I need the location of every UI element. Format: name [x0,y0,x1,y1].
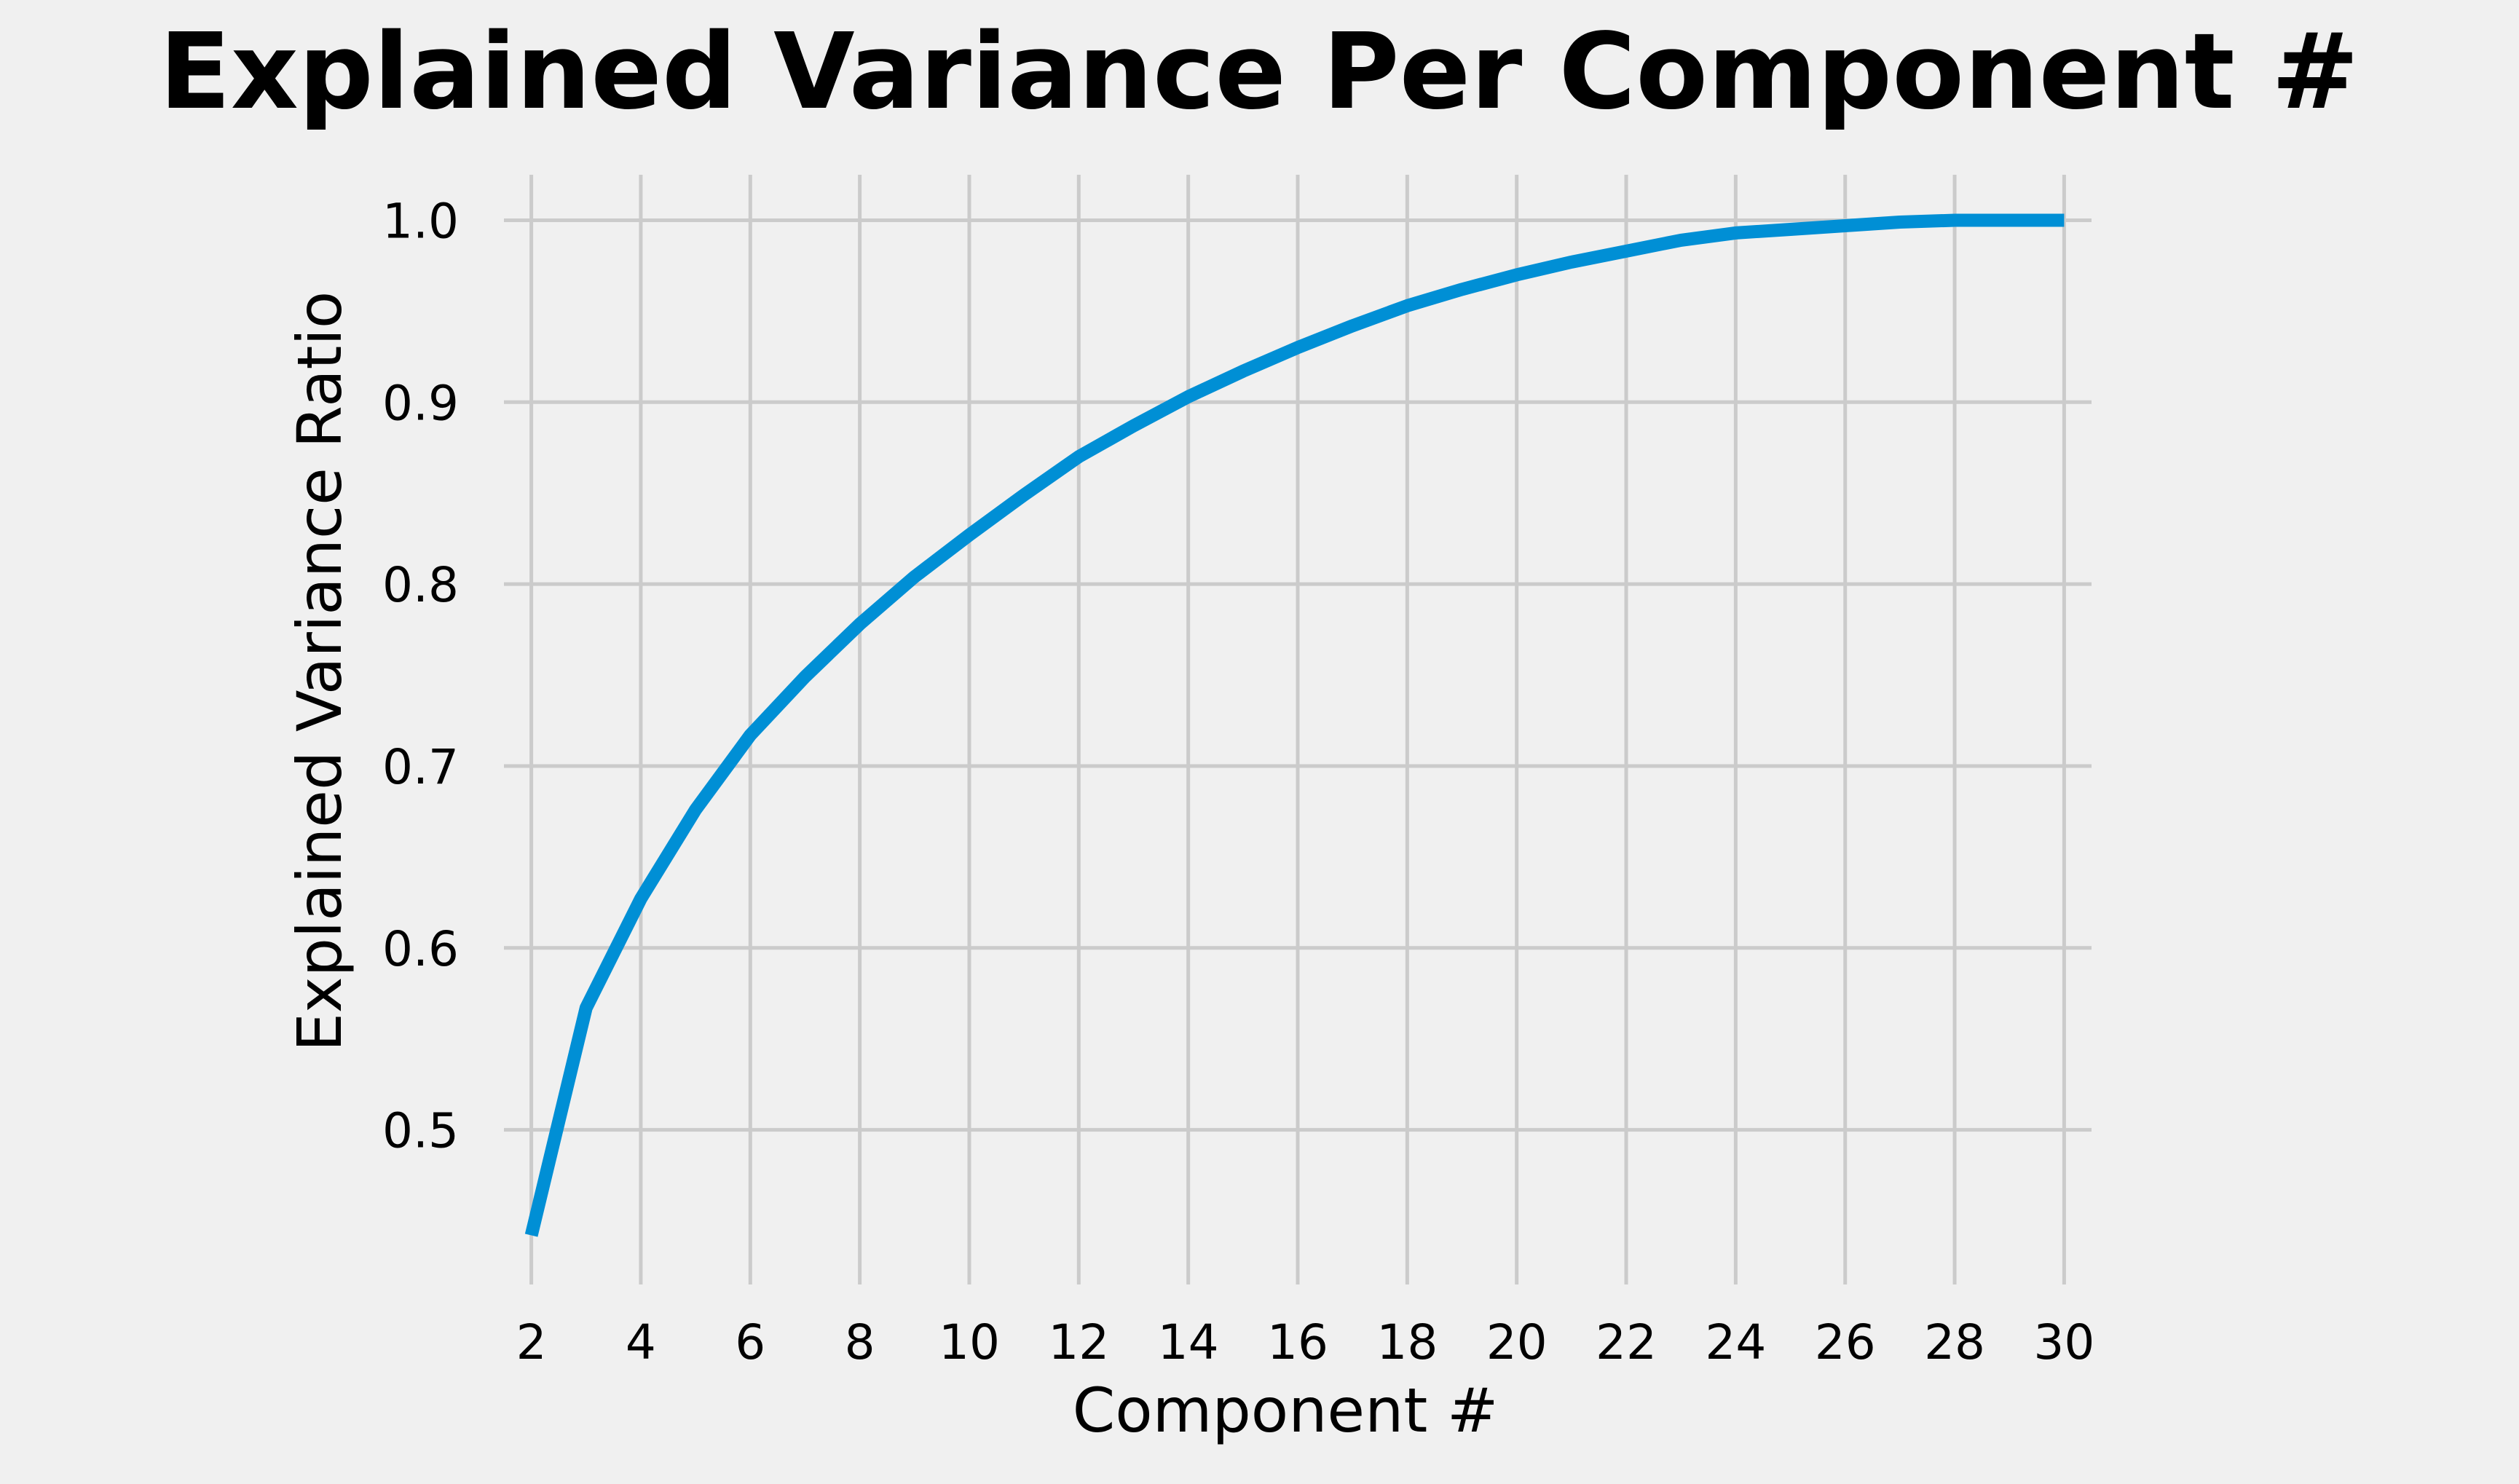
x-tick-label: 18 [1376,1314,1438,1370]
x-tick-label: 20 [1486,1314,1548,1370]
grid [504,175,2092,1284]
x-tick-label: 28 [1924,1314,1985,1370]
x-tick-label: 8 [845,1314,875,1370]
y-tick-label: 0.5 [382,1103,459,1159]
y-axis-label: Explained Variance Ratio [284,291,355,1051]
x-tick-label: 12 [1048,1314,1109,1370]
x-tick-label: 6 [735,1314,765,1370]
x-tick-label: 16 [1267,1314,1328,1370]
x-tick-label: 14 [1158,1314,1219,1370]
x-tick-label: 30 [2033,1314,2094,1370]
x-tick-label: 2 [516,1314,547,1370]
x-tick-label: 4 [626,1314,656,1370]
series-line [524,213,2065,1237]
y-tick-label: 0.7 [382,739,459,795]
tick-labels: 2 4 6 8 10 12 14 16 18 20 22 24 26 28 300.50.60.70.80.… [382,193,2094,1370]
y-tick-label: 0.8 [382,557,459,613]
x-tick-label: 24 [1705,1314,1766,1370]
series-layer [524,213,2065,1237]
x-axis-label: Component # [1073,1375,1499,1446]
x-tick-label: 10 [939,1314,1000,1370]
y-tick-label: 0.9 [382,375,459,431]
y-tick-label: 0.6 [382,921,459,977]
x-tick-label: 26 [1815,1314,1876,1370]
y-tick-label: 1.0 [382,193,459,249]
x-tick-label: 22 [1596,1314,1657,1370]
chart-title: Explained Variance Per Component # [159,10,2360,133]
